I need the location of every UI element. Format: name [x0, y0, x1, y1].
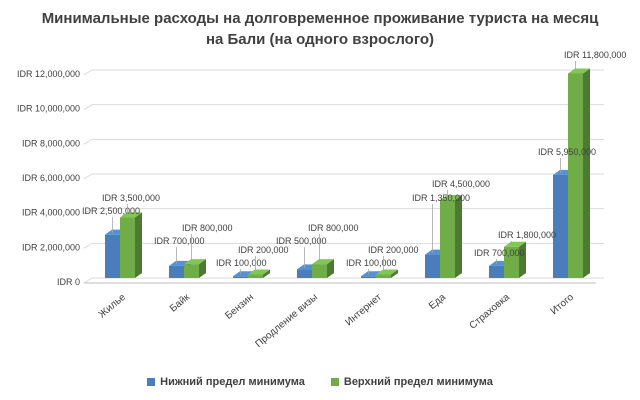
data-label-lower: IDR 100,000 [346, 258, 397, 268]
chart-title: Минимальные расходы на долговременное пр… [41, 10, 599, 48]
bars [105, 68, 590, 278]
bar-side [519, 241, 526, 278]
gridline-depth [83, 69, 93, 76]
bar-top [184, 259, 206, 265]
data-label-upper: IDR 800,000 [182, 223, 233, 233]
data-label-upper: IDR 1,800,000 [498, 230, 556, 240]
legend-swatch-lower [147, 378, 156, 386]
bar-upper [568, 73, 583, 278]
data-label-upper: IDR 3,500,000 [102, 193, 160, 203]
bar-top [120, 212, 142, 218]
y-tick-label: IDR 10,000,000 [17, 104, 80, 114]
gridline-depth [83, 138, 93, 145]
gridline-depth [83, 104, 93, 111]
data-label-lower: IDR 100,000 [216, 258, 267, 268]
data-label-lower: IDR 700,000 [154, 236, 205, 246]
bar-top [440, 195, 462, 200]
gridline-depth [83, 277, 93, 284]
bar-top [504, 241, 526, 247]
bar-lower [553, 174, 568, 278]
data-label-upper: IDR 11,800,000 [564, 50, 626, 60]
bar-upper [504, 246, 519, 278]
bar-upper [440, 200, 455, 278]
bar-upper [312, 264, 327, 278]
x-category-label: Продление визы [254, 292, 320, 350]
y-tick-label: IDR 2,000,000 [22, 242, 80, 252]
bar-lower [361, 276, 376, 278]
data-label-lower: IDR 1,350,000 [412, 193, 470, 203]
x-category-label: Байк [168, 291, 192, 314]
legend-item-upper: Верхний предел минимума [330, 376, 493, 388]
gridline-depth [83, 173, 93, 180]
bar-lower [105, 234, 120, 278]
data-labels: IDR 2,500,000 IDR 3,500,000 IDR 700,000 IDR… [82, 50, 626, 275]
bar-top [568, 68, 590, 74]
y-tick-label: IDR 0 [57, 277, 80, 287]
data-label-lower: IDR 2,500,000 [82, 206, 140, 216]
gridline-depth [83, 242, 93, 249]
y-tick-label: IDR 12,000,000 [17, 69, 80, 79]
x-category-label: Бензин [223, 292, 256, 322]
legend: Нижний предел минимума Верхний предел ми… [0, 376, 640, 388]
legend-label-lower: Нижний предел минимума [160, 376, 305, 388]
gridline-depth [83, 208, 93, 215]
bar-upper [248, 274, 263, 278]
bar-upper [376, 274, 391, 278]
y-tick-label: IDR 4,000,000 [22, 208, 80, 218]
bar-upper [120, 217, 135, 278]
legend-swatch-upper [330, 378, 339, 386]
x-category-label: Интернет [343, 292, 384, 329]
x-category-label: Еда [427, 292, 448, 312]
bar-side [135, 212, 142, 278]
data-label-upper: IDR 200,000 [238, 245, 289, 255]
bar-side [199, 259, 206, 278]
legend-label-upper: Верхний предел минимума [343, 376, 493, 388]
bar-lower [425, 254, 440, 278]
data-label-upper: IDR 4,500,000 [432, 179, 490, 189]
bar-lower [233, 276, 248, 278]
x-category-label: Жилье [97, 292, 128, 321]
bar-upper [184, 264, 199, 278]
legend-item-lower: Нижний предел минимума [147, 376, 305, 388]
bar-top [248, 269, 270, 275]
bar-lower [169, 265, 184, 278]
bar-lower [489, 265, 504, 278]
bar-top [376, 269, 398, 275]
data-label-upper: IDR 800,000 [308, 223, 359, 233]
data-label-lower: IDR 5,950,000 [538, 147, 596, 157]
bar-lower [297, 269, 312, 278]
y-tick-label: IDR 6,000,000 [22, 173, 80, 183]
bar-top [312, 259, 334, 265]
y-tick-label: IDR 8,000,000 [22, 138, 80, 148]
bar-side [391, 269, 398, 278]
data-label-upper: IDR 200,000 [368, 245, 419, 255]
bar-side [327, 259, 334, 278]
bar-side [263, 269, 270, 278]
x-category-label: Итого [549, 292, 576, 318]
bar-side [455, 195, 462, 278]
x-category-label: Страховка [467, 292, 512, 332]
data-label-lower: IDR 500,000 [276, 236, 327, 246]
bar-side [583, 68, 590, 278]
data-label-lower: IDR 700,000 [474, 248, 525, 258]
